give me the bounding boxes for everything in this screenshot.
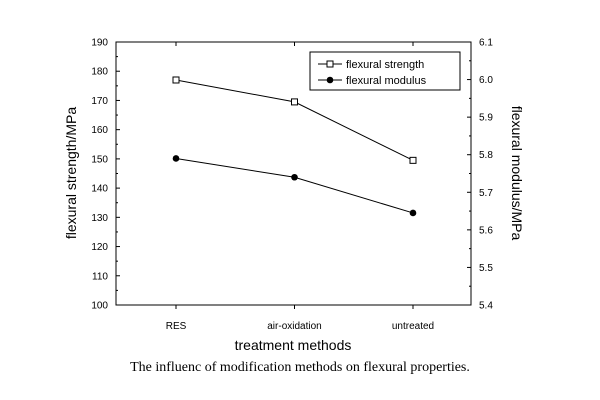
left-tick-label: 180 — [91, 67, 108, 78]
left-axis-title: flexural strength/MPa — [63, 107, 79, 239]
left-tick-label: 120 — [91, 242, 108, 253]
data-point-modulus — [172, 155, 180, 162]
right-axis-title: flexural modulus/MPa — [509, 106, 525, 241]
data-point-strength — [409, 156, 417, 164]
legend: flexural strength flexural modulus — [309, 51, 461, 91]
x-tick-label: untreated — [392, 321, 434, 332]
left-tick-label: 100 — [91, 301, 108, 312]
data-point-modulus — [291, 173, 298, 181]
x-tick-label: air-oxidation — [267, 321, 321, 332]
left-tick-label: 130 — [91, 213, 108, 224]
x-tick-label: RES — [166, 321, 187, 332]
left-tick-label: 110 — [92, 271, 108, 282]
left-tick-label: 150 — [91, 154, 108, 165]
legend-label-modulus: flexural modulus — [346, 75, 427, 87]
legend-label-strength: flexural strength — [346, 59, 424, 71]
series-layer — [172, 76, 417, 217]
data-point-modulus — [409, 209, 417, 217]
right-tick-label: 5.5 — [479, 263, 493, 274]
right-tick-label: 5.6 — [479, 225, 493, 236]
left-tick-label: 140 — [91, 184, 108, 195]
series-line-1 — [175, 157, 414, 214]
left-tick-label: 190 — [91, 38, 108, 49]
legend-marker-modulus — [326, 76, 334, 84]
right-tick-label: 6.1 — [479, 38, 493, 49]
data-point-strength — [172, 76, 180, 84]
right-tick-label: 5.9 — [479, 113, 493, 124]
right-tick-label: 5.4 — [479, 301, 493, 312]
series-line-0 — [175, 79, 414, 161]
right-tick-label: 6.0 — [479, 75, 493, 86]
x-axis-ticks: RES air-oxidation untreated — [166, 42, 434, 332]
data-point-strength — [291, 98, 298, 106]
legend-marker-strength — [326, 60, 334, 68]
right-tick-label: 5.8 — [479, 150, 493, 161]
legend-box — [309, 51, 461, 91]
left-tick-label: 170 — [91, 96, 108, 107]
right-axis-ticks: 5.4 5.5 5.6 5.7 5.8 5.9 6.0 6.1 — [467, 38, 493, 312]
left-axis-ticks: 100 110 120 130 140 150 160 170 180 190 — [91, 38, 120, 312]
figure-caption: The influenc of modification methods on … — [130, 360, 470, 375]
x-axis-title: treatment methods — [235, 337, 352, 353]
left-tick-label: 160 — [91, 125, 108, 136]
right-tick-label: 5.7 — [479, 188, 493, 199]
